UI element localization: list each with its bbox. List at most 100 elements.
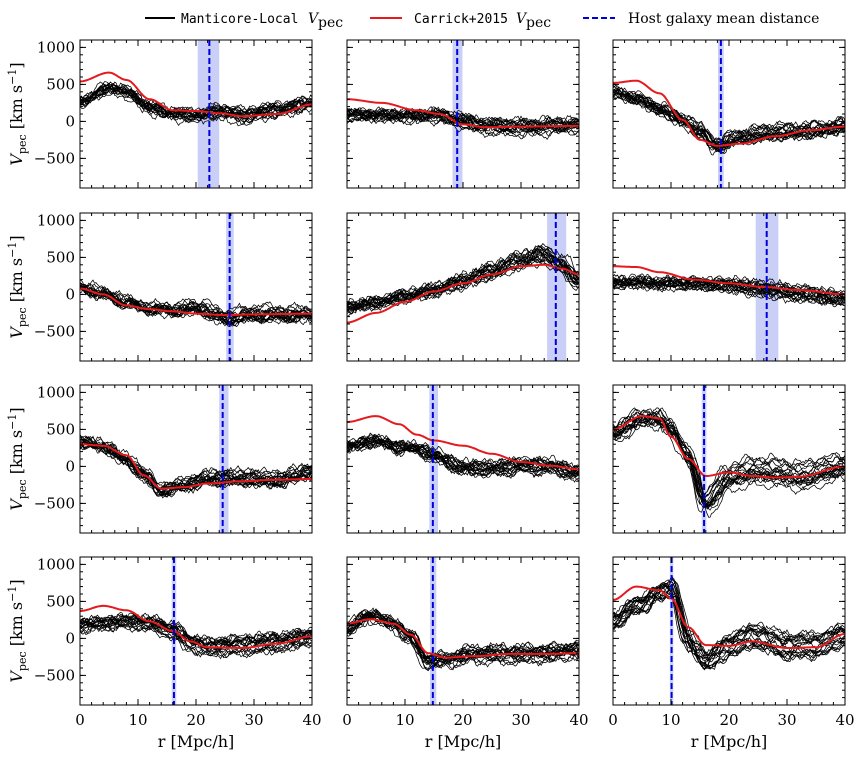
- y-axis-label-exp: −1: [6, 586, 19, 602]
- x-axis-label: r [Mpc/h]: [425, 732, 502, 751]
- ensemble-line: [613, 416, 845, 508]
- ensemble-line: [347, 440, 579, 477]
- x-axis-label: r [Mpc/h]: [691, 732, 768, 751]
- y-axis-label: Vpec [km s−1]: [6, 62, 29, 165]
- y-axis-label-sub: pec: [16, 134, 29, 154]
- ensemble-line: [613, 93, 845, 153]
- ensemble-line: [613, 583, 845, 657]
- ensemble-line: [80, 83, 312, 123]
- legend-manticore-sub: pec: [318, 15, 343, 31]
- ensemble-line: [347, 248, 579, 310]
- carrick-line: [613, 585, 845, 649]
- ensemble-line: [613, 415, 845, 508]
- panel-11: 0 10 20 30 40 r [Mpc/h]: [342, 556, 589, 751]
- ensemble-line: [613, 273, 845, 297]
- panel-6: [612, 212, 846, 362]
- y-axis-label-unit: [km s: [7, 430, 26, 480]
- panel-plot-area: [613, 385, 845, 533]
- ensemble-line: [80, 284, 312, 321]
- x-tick-label: 20: [719, 711, 738, 729]
- panel-plot-area: [347, 557, 579, 705]
- y-axis-label-var: V: [7, 498, 26, 511]
- ensemble-line: [80, 435, 312, 488]
- y-axis-label-close: ]: [7, 235, 26, 241]
- ensemble-line: [613, 582, 845, 659]
- ensemble-line: [80, 279, 312, 316]
- ensemble-line: [80, 612, 312, 645]
- y-axis-label-exp: −1: [6, 69, 19, 85]
- panel-frame: [79, 212, 313, 362]
- ensemble-line: [613, 581, 845, 662]
- y-axis-label-close: ]: [7, 407, 26, 413]
- y-axis-label-sub: pec: [16, 651, 29, 671]
- ensemble-line: [613, 279, 845, 305]
- panel-plot-area: [347, 40, 579, 188]
- y-tick-label: 0: [65, 457, 75, 475]
- ensemble-line: [613, 423, 845, 518]
- y-tick-label: 500: [46, 420, 75, 438]
- panel-plot-area: [347, 385, 579, 533]
- ensemble-line: [347, 106, 579, 127]
- ensemble-line: [347, 110, 579, 133]
- ensemble-line: [613, 91, 845, 154]
- y-axis-label-var: V: [7, 670, 26, 683]
- y-tick-label: 0: [65, 112, 75, 130]
- ensemble-line: [613, 416, 845, 508]
- legend-manticore-math: V: [308, 11, 320, 27]
- carrick-line: [613, 265, 845, 296]
- ensemble-line: [347, 111, 579, 135]
- legend-carrick-sub: pec: [526, 15, 551, 31]
- ensemble-line: [347, 106, 579, 126]
- ensemble-line: [613, 91, 845, 156]
- carrick-line: [613, 79, 845, 147]
- x-tick-label: 10: [128, 711, 147, 729]
- ensemble-line: [80, 287, 312, 326]
- y-tick-label: 1000: [37, 555, 75, 573]
- y-axis-label-exp: −1: [6, 414, 19, 430]
- ensemble-line: [347, 257, 579, 317]
- y-axis-label: Vpec [km s−1]: [6, 407, 29, 510]
- x-tick-label: 30: [244, 711, 263, 729]
- ensemble-line: [80, 613, 312, 645]
- ensemble-line: [347, 108, 579, 133]
- carrick-line: [80, 287, 312, 317]
- legend: Manticore-Local V pec Carrick+2015 V pec…: [145, 11, 819, 31]
- x-tick-label: 40: [569, 711, 588, 729]
- ensemble-line: [80, 619, 312, 658]
- y-tick-label: 0: [65, 629, 75, 647]
- ensemble-line: [613, 84, 845, 146]
- y-axis-label: Vpec [km s−1]: [6, 235, 29, 338]
- carrick-line: [80, 71, 312, 118]
- panel-4: −500 0 500 1000 Vpec [km s−1]: [6, 211, 313, 362]
- y-axis-label-var: V: [7, 153, 26, 166]
- ensemble-line: [80, 85, 312, 124]
- ensemble-line: [613, 279, 845, 305]
- ensemble-line: [613, 93, 845, 152]
- x-tick-label: 40: [302, 711, 321, 729]
- panel-1: −500 0 500 1000 Vpec [km s−1]: [6, 38, 313, 189]
- ensemble-line: [80, 617, 312, 650]
- host-distance-band: [219, 385, 229, 533]
- y-tick-label: −500: [34, 666, 75, 684]
- panel-plot-area: [80, 213, 312, 361]
- ensemble-line: [80, 442, 312, 496]
- panel-9: [612, 384, 846, 534]
- ensemble-line: [80, 287, 312, 327]
- ensemble-line: [613, 409, 845, 500]
- y-axis-label-exp: −1: [6, 242, 19, 258]
- panel-frame: [612, 384, 846, 534]
- ensemble-line: [347, 244, 579, 310]
- panel-5: [346, 212, 580, 362]
- x-tick-label: 0: [342, 711, 352, 729]
- x-tick-label: 20: [453, 711, 472, 729]
- y-tick-label: −500: [34, 494, 75, 512]
- y-axis-label-close: ]: [7, 62, 26, 68]
- panel-8: [346, 384, 580, 534]
- x-axis-label: r [Mpc/h]: [158, 732, 235, 751]
- ensemble-line: [80, 620, 312, 659]
- panel-plot-area: [613, 213, 845, 361]
- panel-plot-area: [80, 385, 312, 533]
- x-tick-label: 20: [186, 711, 205, 729]
- x-tick-label: 40: [835, 711, 854, 729]
